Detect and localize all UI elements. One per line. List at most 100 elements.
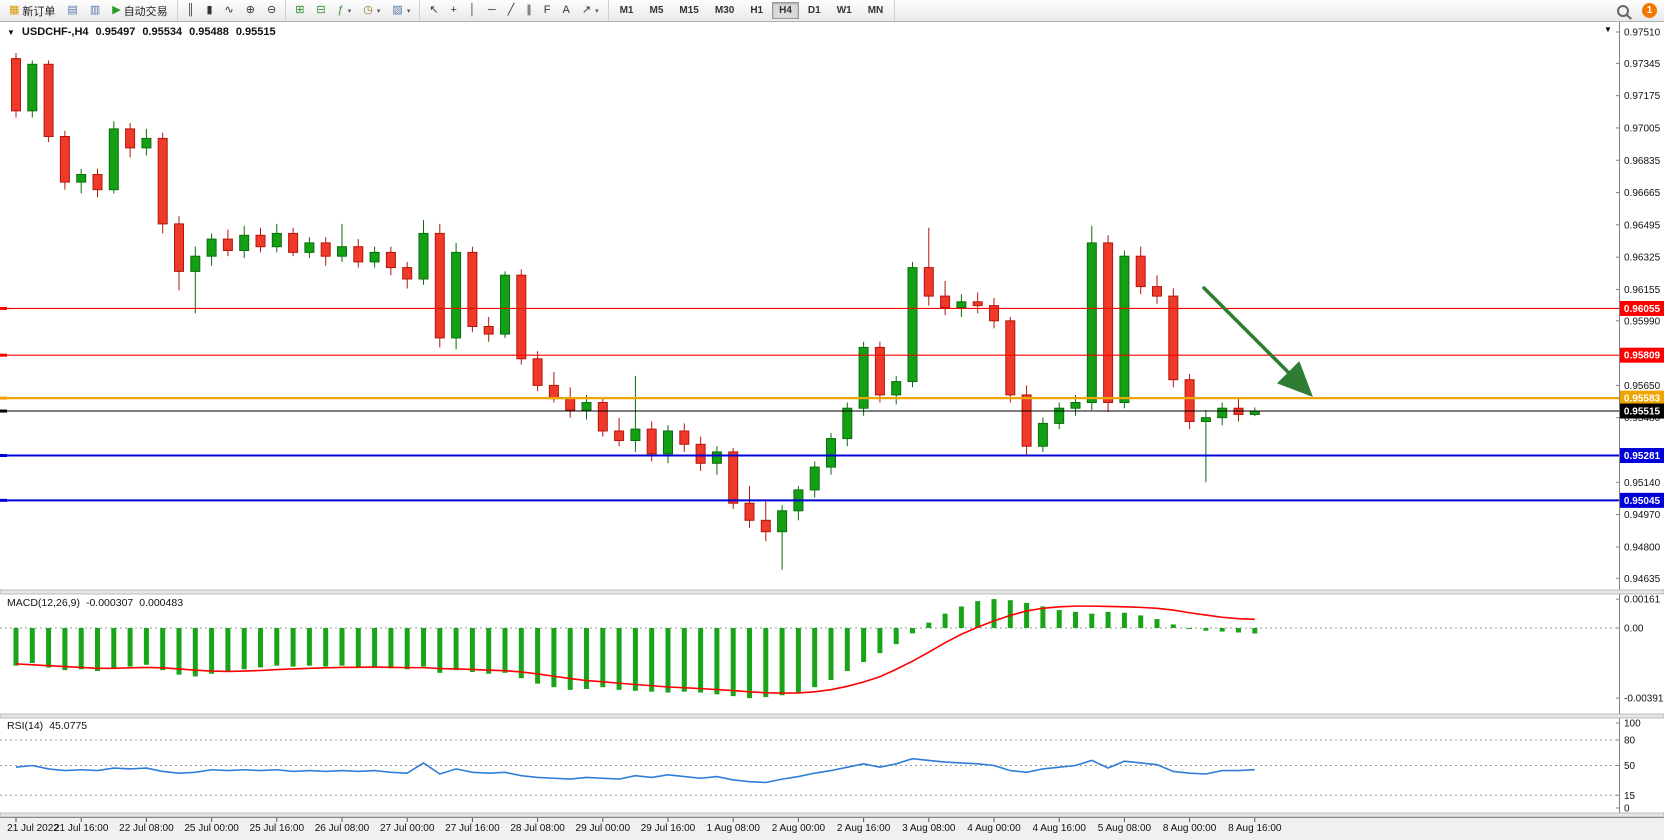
trend-arrow[interactable] xyxy=(1202,286,1313,397)
svg-text:0.97345: 0.97345 xyxy=(1624,59,1661,70)
timeframe-d1[interactable]: D1 xyxy=(807,5,821,16)
scroll-to-end-marker[interactable]: ▼ xyxy=(1604,25,1612,34)
chart-type-group: ║ ▮ ∿ ⊕ ⊖ xyxy=(178,0,287,21)
chart-window-icon: ▤ xyxy=(67,4,78,16)
text-icon: A xyxy=(562,4,570,16)
line-chart-button[interactable]: ∿ xyxy=(220,3,239,18)
search-button[interactable] xyxy=(1612,3,1634,19)
current-price-line-price-box xyxy=(1620,403,1664,419)
line-chart-icon: ∿ xyxy=(224,4,234,16)
cursor-button[interactable]: ↖ xyxy=(424,3,443,18)
timeframe-h1[interactable]: H1 xyxy=(750,5,764,16)
svg-text:0.95281: 0.95281 xyxy=(1624,451,1661,462)
svg-text:0.94635: 0.94635 xyxy=(1624,574,1661,585)
bar-chart-button[interactable]: ║ xyxy=(182,3,200,18)
candlestick-icon: ▮ xyxy=(206,4,213,16)
cascade-windows-button[interactable]: ⊟ xyxy=(311,3,330,18)
drawing-group: ↖ + │ ─ ╱ ∥ F A ↗ ▾ xyxy=(420,0,609,21)
arrows-button[interactable]: ↗ ▾ xyxy=(577,3,604,18)
timeframe-mn[interactable]: MN xyxy=(867,5,884,16)
support-line-1-price-box xyxy=(1620,448,1664,464)
svg-text:1 Aug 08:00: 1 Aug 08:00 xyxy=(707,823,761,834)
collapse-icon[interactable]: ▼ xyxy=(7,27,15,37)
chart-symbol-header: ▼ USDCHF-,H4 0.95497 0.95534 0.95488 0.9… xyxy=(7,26,276,38)
new-order-button[interactable]: ▦ 新订单 xyxy=(4,1,60,21)
trendline-button[interactable]: ╱ xyxy=(503,3,520,18)
tile-windows-button[interactable]: ⊞ xyxy=(290,3,309,18)
timeframe-w1[interactable]: W1 xyxy=(836,5,852,16)
zoom-in-button[interactable]: ⊕ xyxy=(241,3,260,18)
periods-button[interactable]: ◷ ▾ xyxy=(358,3,385,18)
svg-text:0.00161: 0.00161 xyxy=(1624,595,1661,606)
level-lines[interactable]: 0.96055 0.95809 0.95583 0.95281 0.95045 0.955… xyxy=(0,300,1664,508)
rsi-label: RSI(14) xyxy=(7,720,44,732)
timeframe-m15[interactable]: M15 xyxy=(679,5,699,16)
svg-text:21 Jul 2022: 21 Jul 2022 xyxy=(7,823,59,834)
macd-indicator-title: MACD(12,26,9) -0.000307 0.000483 xyxy=(7,597,183,609)
fibonacci-icon: F xyxy=(543,4,551,16)
timeframe-group: M1 M5 M15 M30 H1 H4 D1 W1 MN xyxy=(609,0,896,21)
vertical-line-button[interactable]: │ xyxy=(464,3,481,18)
crosshair-button[interactable]: + xyxy=(446,3,462,18)
main-macd-splitter[interactable] xyxy=(0,589,1664,595)
bar-high-value: 0.95534 xyxy=(142,26,183,38)
svg-text:4 Aug 16:00: 4 Aug 16:00 xyxy=(1033,823,1087,834)
pivot-line-orange-price-box xyxy=(1620,390,1664,406)
clock-icon: ◷ xyxy=(363,4,373,16)
candles xyxy=(11,52,1260,570)
macd-rsi-splitter[interactable] xyxy=(0,713,1664,719)
toolbar: ▦ 新订单 ▤ ▥ ▶ 自动交易 ║ ▮ ∿ ⊕ ⊖ ⊞ ⊟ ƒ ▾ ◷ ▾ ▨ ▾ ↖ + │ ─ ╱ ∥ F A ↗ ▾ M1 M5 M1… xyxy=(0,0,1664,22)
candle-chart-button[interactable]: ▮ xyxy=(201,3,217,18)
svg-text:0: 0 xyxy=(1624,804,1630,815)
resistance-line-2-price-box xyxy=(1620,347,1664,363)
svg-text:8 Aug 16:00: 8 Aug 16:00 xyxy=(1228,823,1282,834)
svg-text:0.96325: 0.96325 xyxy=(1624,253,1661,264)
rsi-time-splitter[interactable] xyxy=(0,812,1664,818)
svg-text:4 Aug 00:00: 4 Aug 00:00 xyxy=(967,823,1021,834)
timeframe-m1[interactable]: M1 xyxy=(619,5,634,16)
svg-text:0.96835: 0.96835 xyxy=(1624,156,1661,167)
chevron-down-icon: ▾ xyxy=(595,7,599,15)
svg-text:0.95045: 0.95045 xyxy=(1624,496,1661,507)
zoom-out-button[interactable]: ⊖ xyxy=(262,3,281,18)
indicators-button[interactable]: ƒ ▾ xyxy=(333,3,357,18)
trendline-icon: ╱ xyxy=(507,4,515,16)
fibonacci-button[interactable]: F xyxy=(539,3,556,18)
svg-text:0.95809: 0.95809 xyxy=(1624,351,1661,362)
svg-text:22 Jul 08:00: 22 Jul 08:00 xyxy=(119,823,174,834)
resistance-line-1-price-box xyxy=(1620,300,1664,316)
text-button[interactable]: A xyxy=(558,3,575,18)
chart-window-button[interactable]: ▤ xyxy=(62,3,82,18)
profile-button[interactable]: ▥ xyxy=(85,3,105,18)
channel-button[interactable]: ∥ xyxy=(521,3,537,18)
timeframe-m5[interactable]: M5 xyxy=(649,5,664,16)
svg-text:0.97005: 0.97005 xyxy=(1624,123,1661,134)
play-icon: ▶ xyxy=(112,4,121,16)
svg-text:27 Jul 00:00: 27 Jul 00:00 xyxy=(380,823,435,834)
svg-text:0.96055: 0.96055 xyxy=(1624,304,1661,315)
price-axis[interactable]: 0.97510 0.97345 0.97175 0.97005 0.96835 0.966… xyxy=(1616,22,1664,817)
macd-label: MACD(12,26,9) xyxy=(7,597,80,609)
notification-badge[interactable]: 1 xyxy=(1642,3,1657,18)
svg-text:25 Jul 00:00: 25 Jul 00:00 xyxy=(184,823,239,834)
timeframe-m30[interactable]: M30 xyxy=(714,5,735,16)
svg-text:15: 15 xyxy=(1624,791,1636,802)
zoom-out-icon: ⊖ xyxy=(266,4,277,16)
timeframe-h4[interactable]: H4 xyxy=(772,2,799,19)
svg-text:50: 50 xyxy=(1624,761,1636,772)
svg-text:80: 80 xyxy=(1624,736,1636,747)
svg-text:0.95990: 0.95990 xyxy=(1624,316,1661,327)
svg-text:0.95480: 0.95480 xyxy=(1624,413,1661,424)
templates-button[interactable]: ▨ ▾ xyxy=(387,3,415,18)
svg-text:0.96155: 0.96155 xyxy=(1624,285,1661,296)
svg-text:0.95140: 0.95140 xyxy=(1624,478,1661,489)
horizontal-line-button[interactable]: ─ xyxy=(483,3,501,18)
macd-signal-value: 0.000483 xyxy=(139,597,184,609)
new-order-button-label: 新订单 xyxy=(22,5,56,18)
auto-trading-button[interactable]: ▶ 自动交易 xyxy=(107,1,172,21)
bar-close-value: 0.95515 xyxy=(235,26,276,38)
svg-text:25 Jul 16:00: 25 Jul 16:00 xyxy=(250,823,305,834)
toolbar-right: 1 xyxy=(1611,3,1664,19)
